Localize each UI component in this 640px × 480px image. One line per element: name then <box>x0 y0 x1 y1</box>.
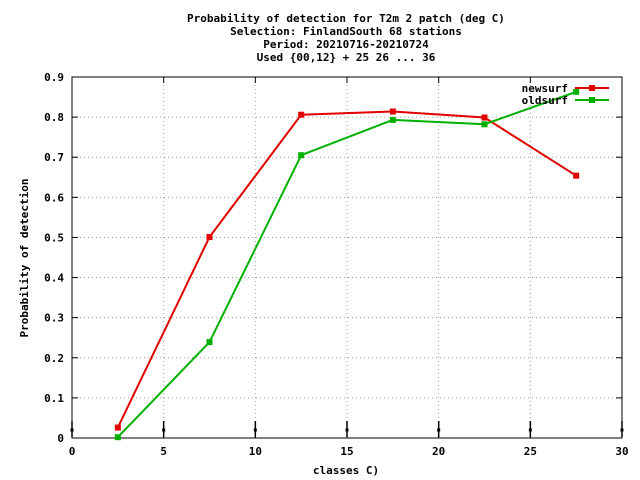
oldsurf-point <box>114 434 121 441</box>
title-line: Selection: FinlandSouth 68 stations <box>230 25 462 38</box>
x-axis-label: classes C) <box>313 464 379 477</box>
y-tick-label: 0.8 <box>44 111 64 124</box>
y-tick-label: 0.3 <box>44 312 64 325</box>
axis-ticks: 0 0.1 0.2 0.3 0.4 0.5 0.6 0.7 0.8 0.9 0 5 10 15 20 25 30 <box>44 71 629 458</box>
class-marker-dot <box>345 428 349 432</box>
newsurf-point <box>389 108 396 115</box>
oldsurf-point <box>481 121 488 128</box>
grid <box>72 77 622 438</box>
chart-title: Probability of detection for T2m 2 patch… <box>187 12 505 64</box>
y-tick-label: 0.6 <box>44 191 64 204</box>
class-marker-dot <box>528 428 532 432</box>
y-axis-label: Probability of detection <box>18 179 31 338</box>
title-line: Period: 20210716-20210724 <box>263 38 429 51</box>
oldsurf-point <box>573 88 580 95</box>
title-line: Used {00,12} + 25 26 ... 36 <box>257 51 436 64</box>
newsurf-point <box>481 114 488 121</box>
newsurf-point <box>298 111 305 118</box>
x-tick-label: 20 <box>432 445 445 458</box>
y-tick-label: 0.2 <box>44 352 64 365</box>
class-markers <box>70 420 624 437</box>
x-tick-label: 15 <box>340 445 353 458</box>
y-tick-label: 0.9 <box>44 71 64 84</box>
newsurf-point <box>206 234 213 241</box>
newsurf-point <box>114 424 121 431</box>
oldsurf-point <box>298 152 305 159</box>
series-layer <box>114 88 580 441</box>
legend-label: oldsurf <box>522 94 568 107</box>
class-marker-dot <box>437 428 441 432</box>
class-marker-dot <box>253 428 257 432</box>
x-tick-label: 10 <box>249 445 262 458</box>
oldsurf-point <box>389 116 396 123</box>
title-line: Probability of detection for T2m 2 patch… <box>187 12 505 25</box>
x-tick-label: 30 <box>615 445 628 458</box>
y-tick-label: 0.1 <box>44 392 64 405</box>
y-tick-label: 0 <box>57 432 64 445</box>
y-tick-label: 0.4 <box>44 272 64 285</box>
y-tick-label: 0.7 <box>44 151 64 164</box>
oldsurf-line <box>117 90 577 438</box>
x-tick-label: 5 <box>160 445 167 458</box>
oldsurf-point <box>206 339 213 346</box>
legend-swatch-point <box>589 97 595 103</box>
newsurf-line <box>116 110 577 429</box>
class-marker-dot <box>620 428 624 432</box>
legend-label: newsurf <box>522 82 568 95</box>
class-marker-dot <box>70 428 74 432</box>
x-tick-label: 25 <box>524 445 537 458</box>
legend-swatch-point <box>589 85 595 91</box>
newsurf-point <box>573 172 580 179</box>
x-tick-label: 0 <box>69 445 76 458</box>
class-marker-dot <box>162 428 166 432</box>
y-tick-label: 0.5 <box>44 231 64 244</box>
